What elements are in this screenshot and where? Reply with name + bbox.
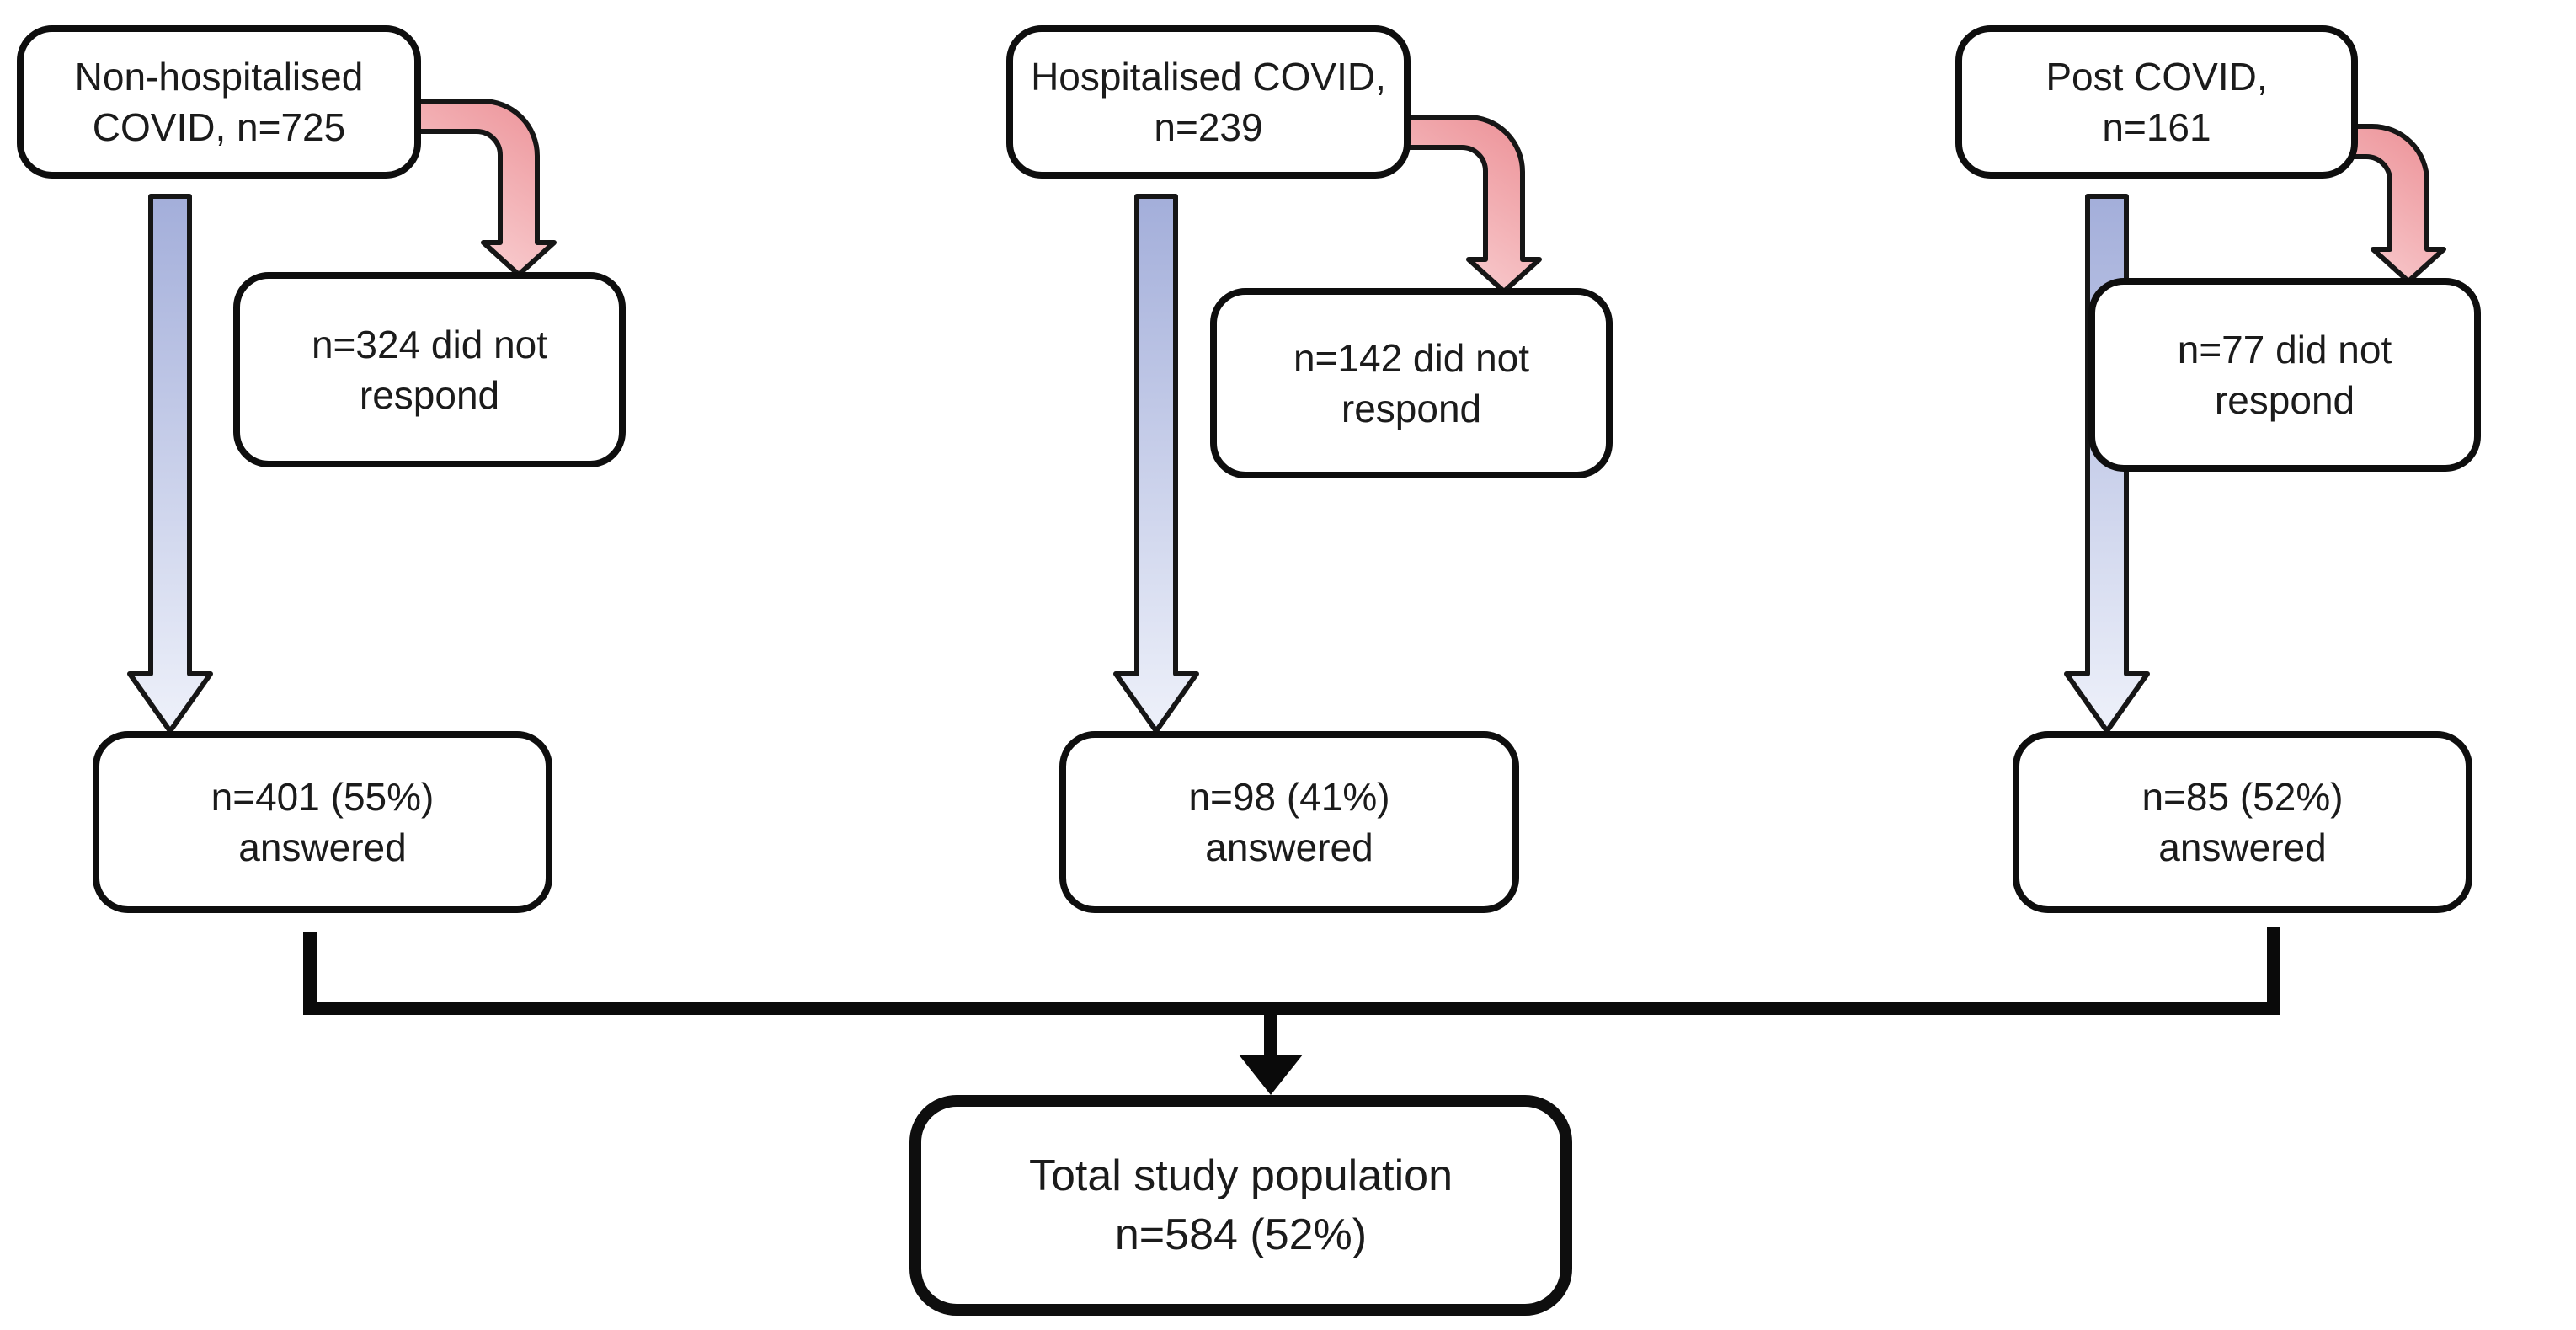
box-nonresponse-non-hospitalised: n=324 did not respond [233,272,626,467]
box-post-covid: Post COVID, n=161 [1955,25,2358,179]
box-non-hospitalised-covid: Non-hospitalised COVID, n=725 [17,25,421,179]
box-answered-post-covid: n=85 (52%) answered [2013,731,2472,913]
box-nonresponse-post-covid: n=77 did not respond [2088,278,2481,472]
box-answered-hospitalised: n=98 (41%) answered [1059,731,1519,913]
box-hospitalised-covid: Hospitalised COVID, n=239 [1006,25,1411,179]
box-total-study-population: Total study population n=584 (52%) [909,1095,1572,1316]
pink-arrow-middle-icon [1400,115,1542,294]
box-answered-non-hospitalised: n=401 (55%) answered [93,731,552,913]
blue-arrow-left-icon [127,194,213,734]
merge-connector-line [303,927,2280,1015]
box-nonresponse-hospitalised: n=142 did not respond [1210,288,1613,478]
blue-arrow-middle-icon [1113,194,1199,734]
total-arrow-head-icon [1239,1055,1303,1095]
pink-arrow-left-icon [412,99,557,277]
pink-arrow-right-icon [2349,124,2446,284]
